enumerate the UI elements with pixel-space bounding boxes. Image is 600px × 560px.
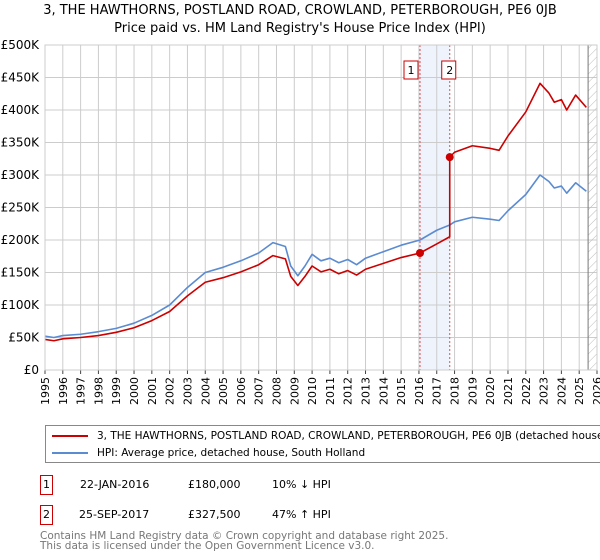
y-tick-label: £0 (24, 363, 39, 377)
transaction-price: £180,000 (188, 478, 241, 491)
x-tick-label: 1999 (110, 377, 123, 405)
x-tick-label: 2025 (573, 377, 586, 405)
sale-label: 1 (408, 64, 415, 77)
y-tick-label: £100K (1, 298, 41, 312)
forecast-hatch (588, 45, 597, 370)
transaction-hpi: 10% ↓ HPI (272, 478, 331, 491)
footer-copyright: Contains HM Land Registry data © Crown c… (40, 530, 449, 542)
legend: 3, THE HAWTHORNS, POSTLAND ROAD, CROWLAN… (45, 425, 600, 463)
chart-subtitle: Price paid vs. HM Land Registry's House … (114, 21, 486, 36)
x-tick-label: 2006 (235, 377, 248, 405)
y-tick-label: £400K (1, 103, 41, 117)
x-tick-label: 2014 (377, 377, 390, 405)
legend-property-label: 3, THE HAWTHORNS, POSTLAND ROAD, CROWLAN… (97, 430, 600, 442)
transaction-row: 2 25-SEP-2017 £327,500 47% ↑ HPI (40, 505, 600, 525)
sale-label: 2 (446, 64, 453, 77)
legend-hpi-label: HPI: Average price, detached house, Sout… (97, 447, 366, 459)
y-tick-label: £150K (1, 266, 41, 280)
footer: Contains HM Land Registry data © Crown c… (40, 530, 449, 552)
chart-title: 3, THE HAWTHORNS, POSTLAND ROAD, CROWLAN… (43, 3, 557, 18)
x-tick-label: 2022 (520, 377, 533, 405)
x-tick-label: 2015 (395, 377, 408, 405)
transaction-badge: 2 (40, 505, 53, 525)
legend-property-swatch (52, 435, 88, 437)
x-tick-label: 2000 (128, 377, 141, 405)
price-chart: 1995 1996 1997 1998 1999 2000 2001 2002 2003 2004… (1, 38, 600, 405)
x-tick-label: 2003 (181, 377, 194, 405)
x-tick-label: 2009 (288, 377, 301, 405)
x-tick-label: 2002 (164, 377, 177, 405)
x-tick-label: 2017 (431, 377, 444, 405)
y-tick-label: £250K (1, 201, 41, 215)
transaction-price: £327,500 (188, 508, 241, 521)
x-tick-label: 2024 (555, 377, 568, 405)
x-tick-label: 2019 (466, 377, 479, 405)
sale-point (416, 249, 425, 257)
x-tick-label: 2008 (270, 377, 283, 405)
x-tick-label: 2020 (484, 377, 497, 405)
x-tick-label: 2023 (538, 377, 551, 405)
transaction-badge: 1 (40, 475, 53, 495)
x-tick-label: 2012 (342, 377, 355, 405)
x-tick-label: 2011 (324, 377, 337, 405)
x-tick-label: 2021 (502, 377, 515, 405)
sale-point (445, 153, 454, 162)
legend-hpi-swatch (52, 452, 88, 454)
x-tick-label: 1995 (39, 377, 52, 405)
x-tick-label: 2026 (591, 377, 600, 405)
x-tick-label: 2005 (217, 377, 230, 405)
x-tick-label: 2007 (253, 377, 266, 405)
x-tick-label: 2018 (449, 377, 462, 405)
transaction-hpi: 47% ↑ HPI (272, 508, 331, 521)
y-tick-label: £450K (1, 71, 41, 85)
x-tick-label: 2016 (413, 377, 426, 405)
x-tick-label: 1996 (57, 377, 70, 405)
y-tick-label: £50K (8, 331, 40, 345)
y-tick-label: £200K (1, 233, 41, 247)
sale-label-box (441, 60, 457, 80)
y-tick-label: £350K (1, 136, 41, 150)
sale-label-box (403, 60, 419, 80)
y-tick-label: £300K (1, 168, 41, 182)
transaction-date: 25-SEP-2017 (79, 508, 150, 521)
hpi-line (44, 174, 587, 339)
x-tick-label: 1998 (92, 377, 105, 405)
x-tick-label: 2010 (306, 377, 319, 405)
x-tick-label: 2001 (146, 377, 159, 405)
property-price-line (44, 82, 587, 342)
y-tick-label: £500K (1, 38, 41, 52)
footer-licence: This data is licensed under the Open Gov… (40, 540, 375, 552)
transaction-row: 1 22-JAN-2016 £180,000 10% ↓ HPI (40, 475, 600, 495)
x-tick-label: 2004 (199, 377, 212, 405)
x-tick-label: 2013 (360, 377, 373, 405)
x-tick-label: 1997 (75, 377, 88, 405)
plot-border (44, 44, 598, 371)
transaction-date: 22-JAN-2016 (80, 478, 150, 491)
